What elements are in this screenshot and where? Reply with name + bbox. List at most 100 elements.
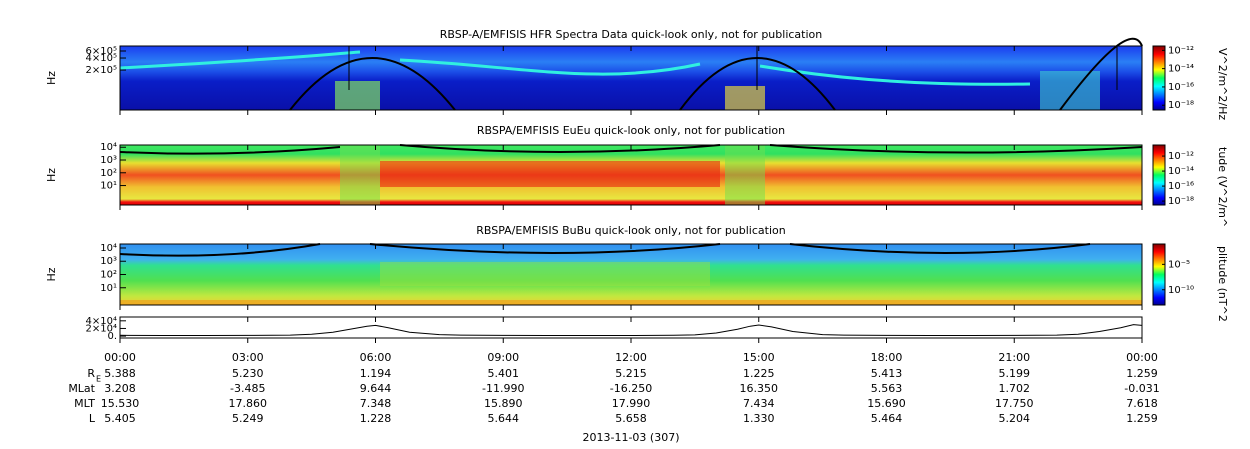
emission-patch <box>1040 71 1100 110</box>
colorbar-tick-label: 10⁻¹² <box>1168 151 1194 162</box>
row-label: MLat <box>68 382 95 395</box>
ephemeris-value: 5.644 <box>488 412 520 425</box>
y-tick-label: 2×10⁵ <box>86 65 117 76</box>
x-tick-label: 15:00 <box>743 351 775 364</box>
ephemeris-value: 5.658 <box>615 412 647 425</box>
y-tick-label: 10³ <box>100 155 117 166</box>
panel-title: RBSPA/EMFISIS EuEu quick-look only, not … <box>477 124 785 137</box>
ephemeris-value: 3.208 <box>104 382 136 395</box>
ephemeris-value: 5.388 <box>104 367 136 380</box>
colorbar <box>1152 45 1166 111</box>
row-label-sub: E <box>96 375 101 384</box>
row-label: L <box>89 412 96 425</box>
ephemeris-value: 16.350 <box>740 382 779 395</box>
x-tick-label: 18:00 <box>871 351 903 364</box>
ephemeris-value: 5.413 <box>871 367 903 380</box>
x-tick-label: 06:00 <box>360 351 392 364</box>
colorbar-tick-label: 10⁻¹⁶ <box>1168 82 1194 93</box>
ephemeris-value: -3.485 <box>230 382 265 395</box>
ephemeris-value: -0.031 <box>1124 382 1159 395</box>
colorbar <box>1152 243 1166 306</box>
y-tick-label: 10¹ <box>100 181 117 192</box>
colorbar-tick-label: 10⁻¹⁰ <box>1168 285 1194 296</box>
x-tick-label: 03:00 <box>232 351 264 364</box>
emission-patch <box>725 86 765 110</box>
ephemeris-value: 9.644 <box>360 382 392 395</box>
ephemeris-value: 1.259 <box>1126 412 1158 425</box>
ephemeris-value: 5.199 <box>999 367 1031 380</box>
ephemeris-value: 5.204 <box>999 412 1031 425</box>
y-tick-label: 10⁴ <box>100 243 117 254</box>
ephemeris-value: -11.990 <box>482 382 524 395</box>
ephemeris-value: 15.890 <box>484 397 523 410</box>
ephemeris-value: 7.434 <box>743 397 775 410</box>
colorbar-tick-label: 10⁻¹² <box>1168 45 1194 56</box>
ephemeris-value: 1.194 <box>360 367 392 380</box>
y-tick-label: 4×10⁵ <box>86 53 117 64</box>
y-tick-label: 4×10⁴ <box>86 316 117 327</box>
emission-patch <box>335 81 380 110</box>
y-tick-label: 10³ <box>100 256 117 267</box>
ephemeris-value: 17.860 <box>229 397 268 410</box>
ephemeris-value: 1.702 <box>999 382 1031 395</box>
x-tick-label: 21:00 <box>998 351 1030 364</box>
x-tick-label: 09:00 <box>487 351 519 364</box>
ephemeris-value: 1.225 <box>743 367 775 380</box>
ephemeris-value: 5.563 <box>871 382 903 395</box>
ephemeris-value: 7.618 <box>1126 397 1158 410</box>
colorbar-tick-label: 10⁻⁵ <box>1168 259 1190 270</box>
y-tick-label: 6×10⁵ <box>86 46 117 57</box>
ephemeris-value: 17.750 <box>995 397 1034 410</box>
colorbar-tick-label: 10⁻¹⁸ <box>1168 196 1194 207</box>
colorbar-tick-label: 10⁻¹⁴ <box>1168 64 1194 75</box>
y-tick-label: 2×10⁴ <box>86 323 117 334</box>
emission-band <box>119 50 1031 86</box>
ephemeris-value: 7.348 <box>360 397 392 410</box>
colorbar-tick-label: 10⁻¹⁸ <box>1168 100 1194 111</box>
ephemeris-value: 5.405 <box>104 412 136 425</box>
colorbar-tick-label: 10⁻¹⁴ <box>1168 166 1194 177</box>
y-axis-label: Hz <box>45 267 58 281</box>
ephemeris-value: -16.250 <box>610 382 652 395</box>
emission-patch <box>340 145 380 205</box>
panel-title: RBSPA/EMFISIS BuBu quick-look only, not … <box>476 224 786 237</box>
row-label: MLT <box>74 397 95 410</box>
emission-patch <box>380 161 720 187</box>
y-tick-label: 10² <box>100 168 117 179</box>
colorbar-tick-label: 10⁻¹⁶ <box>1168 181 1194 192</box>
colorbar-label: V^2/m^2/Hz <box>1216 48 1229 120</box>
ephemeris-value: 15.530 <box>101 397 140 410</box>
x-tick-label: 00:00 <box>104 351 136 364</box>
cyclotron-curve <box>119 243 1091 257</box>
row-label: R <box>87 367 95 380</box>
x-tick-label: 00:00 <box>1126 351 1158 364</box>
ephemeris-value: 5.215 <box>615 367 647 380</box>
spectrogram-image <box>120 244 1142 305</box>
ephemeris-value: 5.230 <box>232 367 264 380</box>
ephemeris-value: 1.228 <box>360 412 392 425</box>
colorbar-label: tude (V^2/m^ <box>1216 147 1229 227</box>
ephemeris-value: 1.259 <box>1126 367 1158 380</box>
ephemeris-value: 17.990 <box>612 397 651 410</box>
y-axis-label: Hz <box>45 71 58 85</box>
ephemeris-value: 1.330 <box>743 412 775 425</box>
cyclotron-curve <box>119 144 1143 155</box>
ephemeris-value: 15.690 <box>867 397 906 410</box>
date-label: 2013-11-03 (307) <box>582 431 679 444</box>
line <box>119 324 1143 336</box>
x-tick-label: 12:00 <box>615 351 647 364</box>
y-axis-label: Hz <box>45 168 58 182</box>
colorbar <box>1152 144 1166 206</box>
y-tick-label: 10² <box>100 270 117 281</box>
y-tick-label: 0. <box>107 331 117 342</box>
y-tick-label: 10¹ <box>100 283 117 294</box>
y-tick-label: 10⁴ <box>100 142 117 153</box>
emission-patch <box>725 145 765 205</box>
spectrogram-image <box>120 46 1142 110</box>
colorbar-label: plitude (nT^2 <box>1216 246 1229 322</box>
emission-patch <box>380 262 710 286</box>
ephemeris-value: 5.401 <box>488 367 520 380</box>
ephemeris-value: 5.249 <box>232 412 264 425</box>
panel-title: RBSP-A/EMFISIS HFR Spectra Data quick-lo… <box>440 28 823 41</box>
